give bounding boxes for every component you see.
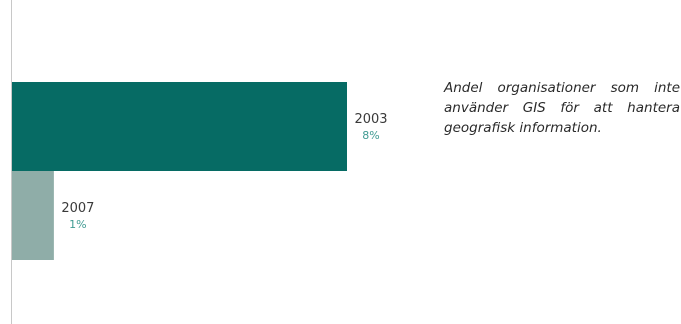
bar-2007 (12, 171, 54, 260)
bars-layer: 2003 8% 2007 1% (12, 82, 388, 260)
value-label-2007: 1% (69, 218, 86, 231)
category-label-2003: 2003 (354, 112, 387, 127)
bar-2003 (12, 82, 347, 171)
category-label-2007: 2007 (61, 201, 94, 216)
chart-caption: Andel organisationer som inte använder G… (444, 80, 680, 136)
value-label-2003: 8% (362, 129, 379, 142)
bar-chart: 2003 8% 2007 1% (11, 0, 388, 324)
